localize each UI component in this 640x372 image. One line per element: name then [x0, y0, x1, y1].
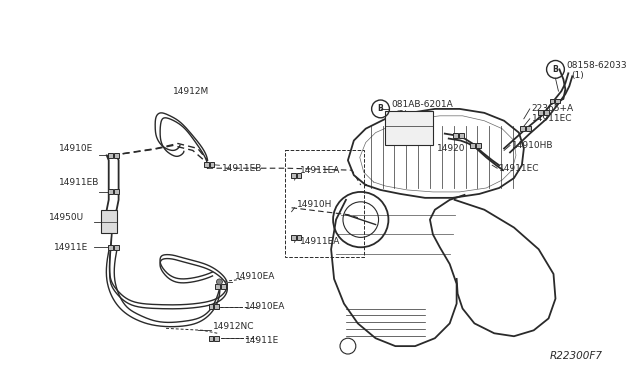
Bar	[538, 110, 543, 115]
Bar	[550, 99, 554, 103]
Bar	[108, 245, 113, 250]
Bar	[476, 143, 481, 148]
Bar	[296, 173, 301, 177]
Bar	[385, 111, 433, 145]
Text: B: B	[378, 105, 383, 113]
Bar	[114, 153, 118, 158]
Bar	[108, 153, 113, 158]
Bar	[209, 162, 214, 167]
Text: 14910HB: 14910HB	[512, 141, 554, 150]
Text: R22300F7: R22300F7	[550, 351, 603, 361]
Text: 14920: 14920	[437, 144, 465, 153]
Text: 08158-62033: 08158-62033	[566, 61, 627, 70]
Bar	[296, 235, 301, 240]
Text: 14950U: 14950U	[49, 213, 84, 222]
Bar	[214, 336, 220, 341]
Text: 14912NC: 14912NC	[212, 322, 254, 331]
Bar	[520, 126, 525, 131]
Text: 14911E: 14911E	[54, 243, 88, 252]
Bar	[214, 304, 220, 309]
Bar	[526, 126, 531, 131]
Text: 22365+A: 22365+A	[532, 105, 574, 113]
Text: 14911EB: 14911EB	[222, 164, 263, 173]
Text: 14911EC: 14911EC	[499, 164, 540, 173]
Bar	[221, 284, 227, 289]
Bar	[101, 210, 116, 234]
Bar	[452, 133, 458, 138]
Bar	[543, 110, 548, 115]
Bar	[204, 162, 209, 167]
Text: 14911EC: 14911EC	[532, 114, 572, 123]
Text: B: B	[552, 65, 558, 74]
Text: 14911EA: 14911EA	[300, 237, 340, 246]
Bar	[209, 304, 214, 309]
Text: (2): (2)	[396, 110, 408, 119]
Circle shape	[216, 279, 222, 285]
Bar	[114, 245, 118, 250]
Bar	[291, 173, 296, 177]
Bar	[470, 143, 476, 148]
Text: (1): (1)	[572, 71, 584, 80]
Text: 14910EA: 14910EA	[245, 302, 285, 311]
Text: 14911EB: 14911EB	[60, 177, 100, 186]
Text: 14910H: 14910H	[296, 200, 332, 209]
Bar	[216, 284, 220, 289]
Bar	[556, 99, 561, 103]
Bar	[114, 189, 118, 195]
Text: 14911E: 14911E	[245, 336, 280, 345]
Text: 14912M: 14912M	[173, 87, 209, 96]
Text: 14910EA: 14910EA	[236, 272, 276, 282]
Bar	[459, 133, 463, 138]
Text: 14911EA: 14911EA	[300, 166, 340, 175]
Bar	[209, 336, 214, 341]
Text: 081AB-6201A: 081AB-6201A	[392, 100, 453, 109]
Text: 14910E: 14910E	[60, 144, 93, 153]
Bar	[285, 150, 364, 257]
Bar	[108, 189, 113, 195]
Bar	[291, 235, 296, 240]
